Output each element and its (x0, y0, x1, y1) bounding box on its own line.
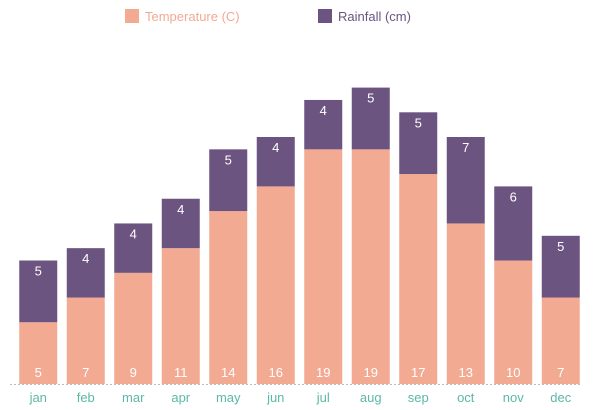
legend-swatch-rainfall (318, 9, 332, 23)
bar-label-temperature-mar: 9 (130, 365, 137, 380)
bar-rainfall-apr (161, 198, 200, 249)
x-tick-jul: jul (316, 390, 330, 405)
bar-label-rainfall-jun: 4 (272, 140, 279, 155)
legend-label-temperature: Temperature (C) (145, 9, 240, 24)
bar-temperature-mar (114, 272, 153, 384)
bar-temperature-dec (541, 297, 580, 384)
bar-temperature-nov (494, 260, 533, 384)
bar-rainfall-sep (399, 112, 438, 175)
bar-label-temperature-aug: 19 (364, 365, 378, 380)
bar-temperature-apr (161, 248, 200, 384)
x-tick-labels: jan feb mar apr may jun jul aug sep oct nov dec (29, 390, 572, 405)
bar-rainfall-jul (304, 99, 343, 150)
bar-label-rainfall-jan: 5 (35, 264, 42, 279)
bar-label-temperature-jun: 16 (269, 365, 283, 380)
legend: Temperature (C) Rainfall (cm) (125, 9, 411, 24)
bar-label-temperature-oct: 13 (459, 365, 473, 380)
bar-label-rainfall-aug: 5 (367, 91, 374, 106)
x-tick-may: may (216, 390, 241, 405)
bar-label-temperature-jan: 5 (35, 365, 42, 380)
bar-rainfall-oct (446, 137, 485, 224)
x-tick-dec: dec (550, 390, 571, 405)
bar-label-rainfall-may: 5 (225, 152, 232, 167)
bar-label-temperature-nov: 10 (506, 365, 520, 380)
x-tick-apr: apr (171, 390, 190, 405)
bar-rainfall-may (209, 149, 248, 212)
bar-temperature-aug (351, 149, 390, 384)
bar-label-rainfall-dec: 5 (557, 239, 564, 254)
bar-rainfall-dec (541, 235, 580, 298)
bar-temperature-jul (304, 149, 343, 384)
legend-swatch-temperature (125, 9, 139, 23)
legend-label-rainfall: Rainfall (cm) (338, 9, 411, 24)
bar-rainfall-nov (494, 186, 533, 261)
bar-label-rainfall-jul: 4 (320, 103, 327, 118)
bar-temperature-jan (19, 322, 58, 384)
bar-label-rainfall-mar: 4 (130, 226, 137, 241)
x-tick-sep: sep (408, 390, 429, 405)
x-tick-aug: aug (360, 390, 382, 405)
x-tick-feb: feb (77, 390, 95, 405)
bar-rainfall-mar (114, 223, 153, 273)
bar-rainfall-jan (19, 260, 58, 323)
bars (19, 87, 580, 384)
bar-temperature-sep (399, 174, 438, 384)
bar-label-rainfall-oct: 7 (462, 140, 469, 155)
bar-label-temperature-sep: 17 (411, 365, 425, 380)
x-tick-jan: jan (29, 390, 47, 405)
bar-temperature-jun (256, 186, 295, 384)
bar-rainfall-feb (66, 248, 105, 298)
bar-rainfall-aug (351, 87, 390, 150)
bar-label-temperature-may: 14 (221, 365, 235, 380)
bar-label-rainfall-sep: 5 (415, 115, 422, 130)
bar-label-temperature-feb: 7 (82, 365, 89, 380)
bar-label-temperature-apr: 11 (174, 365, 188, 380)
bar-label-rainfall-feb: 4 (82, 251, 89, 266)
bar-label-temperature-dec: 7 (557, 365, 564, 380)
bar-label-rainfall-nov: 6 (510, 189, 517, 204)
x-tick-jun: jun (266, 390, 284, 405)
bar-label-rainfall-apr: 4 (177, 202, 184, 217)
bar-temperature-may (209, 211, 248, 384)
x-tick-oct: oct (457, 390, 475, 405)
bar-rainfall-jun (256, 137, 295, 187)
bar-temperature-oct (446, 223, 485, 384)
bar-temperature-feb (66, 297, 105, 384)
bar-label-temperature-jul: 19 (316, 365, 330, 380)
x-tick-nov: nov (503, 390, 524, 405)
x-tick-mar: mar (122, 390, 145, 405)
bar-labels: 5 5 7 4 9 4 11 4 14 5 16 4 19 4 19 5 17 5 13 7 10 6 7 5 (35, 91, 565, 380)
